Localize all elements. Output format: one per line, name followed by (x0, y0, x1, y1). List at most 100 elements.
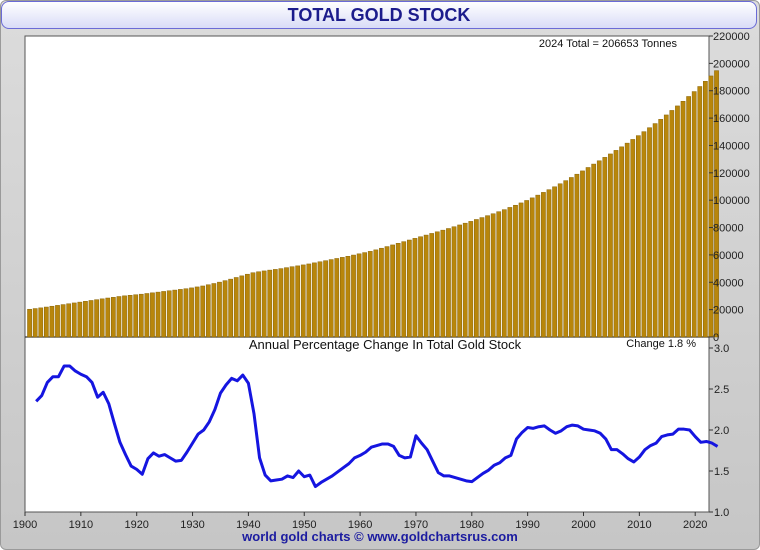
bar (194, 286, 200, 338)
bar (362, 252, 368, 338)
bar (591, 163, 597, 338)
bar (703, 81, 708, 338)
bar (306, 263, 312, 338)
bar (507, 207, 513, 338)
x-tick-label: 1910 (69, 519, 93, 531)
x-tick-label: 1980 (460, 519, 484, 531)
bar (205, 284, 211, 338)
bar (485, 215, 490, 338)
y-tick-label: 120000 (713, 168, 750, 180)
bar (166, 290, 172, 338)
bar (524, 200, 529, 338)
bar (390, 244, 395, 338)
bar (233, 277, 239, 338)
bar (446, 228, 451, 338)
bar (133, 294, 139, 338)
bar (501, 209, 507, 338)
bar (178, 289, 183, 338)
bar (412, 238, 418, 338)
bar (429, 233, 435, 338)
bar (122, 295, 127, 338)
bar (312, 262, 317, 338)
bar (43, 306, 49, 338)
y-tick-label: 1.0 (714, 507, 729, 519)
bar (345, 256, 351, 338)
bar (323, 260, 328, 338)
bar (518, 202, 524, 338)
bar (228, 278, 233, 338)
bar (513, 204, 518, 338)
axes: 0 20000 40000 60000 80000 100000 120000 140000 1… (13, 31, 750, 531)
bar (77, 301, 83, 338)
bar (272, 269, 278, 338)
bar (474, 219, 479, 338)
bar (686, 96, 691, 338)
x-tick-label: 2020 (683, 519, 707, 531)
y-tick-label: 2.5 (714, 384, 729, 396)
bar (563, 180, 569, 338)
bar (379, 247, 384, 338)
bar (256, 271, 261, 338)
bar (663, 114, 669, 338)
line-series-group (35, 364, 719, 489)
chart-title: TOTAL GOLD STOCK (287, 5, 471, 25)
bar (407, 239, 412, 338)
bar (574, 173, 580, 338)
x-tick-label: 1950 (292, 519, 316, 531)
bar (32, 308, 38, 338)
bar (552, 186, 557, 338)
bar (608, 153, 613, 338)
bar (239, 275, 245, 338)
bar (384, 246, 390, 338)
bottom-chart-title: Annual Percentage Change In Total Gold S… (249, 337, 522, 352)
bar (423, 234, 429, 338)
x-tick-label: 1940 (236, 519, 260, 531)
bar (334, 258, 340, 338)
y-tick-label: 0 (713, 332, 719, 344)
bar (217, 281, 222, 338)
bar (127, 295, 133, 338)
bar (261, 270, 267, 338)
bar (189, 287, 194, 338)
x-tick-label: 1960 (348, 519, 372, 531)
percentage-change-line (35, 364, 719, 489)
bar (602, 157, 608, 338)
bar (55, 305, 60, 338)
bar (284, 267, 289, 338)
y-tick-label: 60000 (713, 250, 744, 262)
bar (150, 292, 155, 338)
bar (619, 146, 624, 338)
bar (479, 217, 485, 338)
bar (468, 221, 474, 338)
bar (675, 105, 680, 338)
title-bar: TOTAL GOLD STOCK (1, 1, 757, 29)
y-tick-label: 140000 (713, 140, 750, 152)
bar (585, 167, 591, 338)
bar (440, 229, 446, 338)
bar (395, 243, 401, 338)
bar (155, 291, 161, 338)
x-tick-label: 1990 (515, 519, 539, 531)
bar (541, 192, 546, 338)
bar (200, 285, 206, 338)
bar (267, 269, 273, 338)
y-tick-label: 200000 (713, 58, 750, 70)
bar (83, 301, 88, 338)
bar (373, 249, 379, 338)
y-tick-label: 1.5 (714, 466, 729, 478)
y-tick-label: 160000 (713, 113, 750, 125)
bar (138, 293, 144, 338)
y-tick-label: 3.0 (714, 343, 729, 355)
x-tick-label: 1970 (404, 519, 428, 531)
bar (652, 123, 658, 338)
bar (641, 131, 647, 338)
bar (535, 194, 541, 338)
bar (496, 211, 502, 338)
bar (691, 91, 697, 338)
y-tick-label: 2.0 (714, 425, 729, 437)
bar (680, 101, 686, 338)
bar (596, 160, 602, 338)
bar (462, 222, 468, 338)
bar (111, 297, 116, 338)
bar (557, 183, 563, 338)
